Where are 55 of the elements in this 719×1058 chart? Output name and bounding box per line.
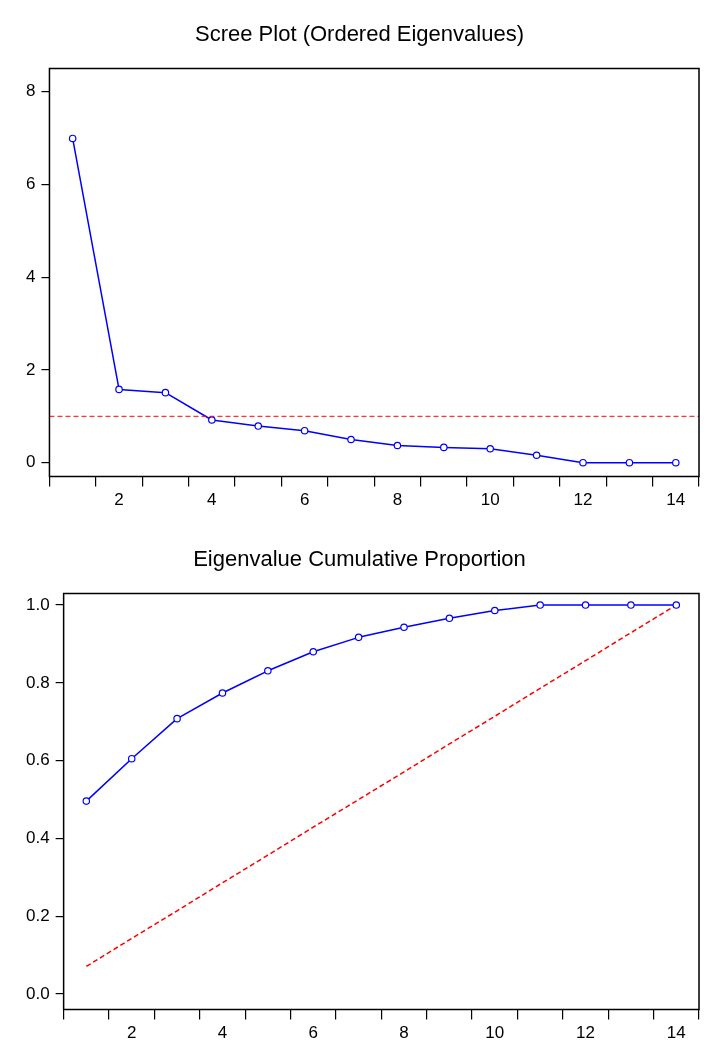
x-tick-label: 8 bbox=[392, 490, 403, 510]
chart-title: Scree Plot (Ordered Eigenvalues) bbox=[195, 21, 524, 47]
y-tick-label: 4 bbox=[25, 266, 36, 286]
point bbox=[347, 435, 355, 444]
y-tick-label: 0.0 bbox=[25, 983, 50, 1003]
y-tick-label: 0.4 bbox=[25, 828, 50, 848]
point bbox=[82, 797, 91, 805]
y-tick-label: 6 bbox=[25, 174, 36, 194]
point bbox=[161, 388, 170, 397]
point bbox=[127, 754, 136, 763]
point bbox=[672, 601, 681, 609]
point bbox=[354, 633, 363, 642]
x-tick-label: 2 bbox=[126, 1023, 137, 1043]
x-tick-label: 10 bbox=[480, 490, 500, 510]
point bbox=[581, 601, 590, 609]
y-tick-label: 0.8 bbox=[25, 672, 50, 692]
y-tick-label: 0.6 bbox=[25, 750, 50, 770]
point bbox=[254, 422, 263, 430]
chart-title: Eigenvalue Cumulative Proportion bbox=[193, 546, 526, 572]
point bbox=[115, 385, 123, 394]
point bbox=[579, 458, 587, 467]
point bbox=[309, 647, 318, 656]
point bbox=[532, 451, 541, 460]
x-tick-label: 10 bbox=[485, 1023, 505, 1043]
y-tick-label: 1.0 bbox=[25, 594, 50, 614]
y-tick-label: 8 bbox=[25, 81, 36, 101]
y-tick-label: 0 bbox=[25, 452, 36, 472]
x-tick-label: 12 bbox=[573, 490, 593, 510]
point bbox=[68, 134, 77, 143]
point bbox=[300, 426, 309, 435]
point bbox=[672, 458, 680, 467]
y-tick-label: 2 bbox=[25, 359, 36, 379]
x-tick-label: 14 bbox=[666, 490, 686, 510]
x-tick-label: 6 bbox=[299, 490, 310, 510]
point bbox=[264, 667, 272, 675]
point bbox=[173, 714, 181, 723]
y-tick-label: 0.2 bbox=[25, 905, 50, 925]
x-tick-label: 14 bbox=[666, 1023, 686, 1043]
point bbox=[218, 689, 227, 697]
point bbox=[490, 606, 499, 615]
point bbox=[445, 614, 454, 623]
point bbox=[625, 458, 634, 467]
x-tick-label: 4 bbox=[207, 490, 217, 510]
point bbox=[393, 441, 402, 450]
x-tick-label: 8 bbox=[399, 1023, 409, 1043]
point bbox=[536, 601, 544, 609]
x-tick-label: 4 bbox=[217, 1023, 228, 1043]
x-tick-label: 2 bbox=[114, 490, 124, 510]
point bbox=[400, 623, 408, 632]
point bbox=[627, 601, 635, 609]
point bbox=[208, 416, 216, 424]
x-tick-label: 6 bbox=[308, 1023, 318, 1043]
x-tick-label: 12 bbox=[576, 1023, 595, 1043]
point bbox=[440, 443, 448, 452]
point bbox=[486, 444, 495, 453]
